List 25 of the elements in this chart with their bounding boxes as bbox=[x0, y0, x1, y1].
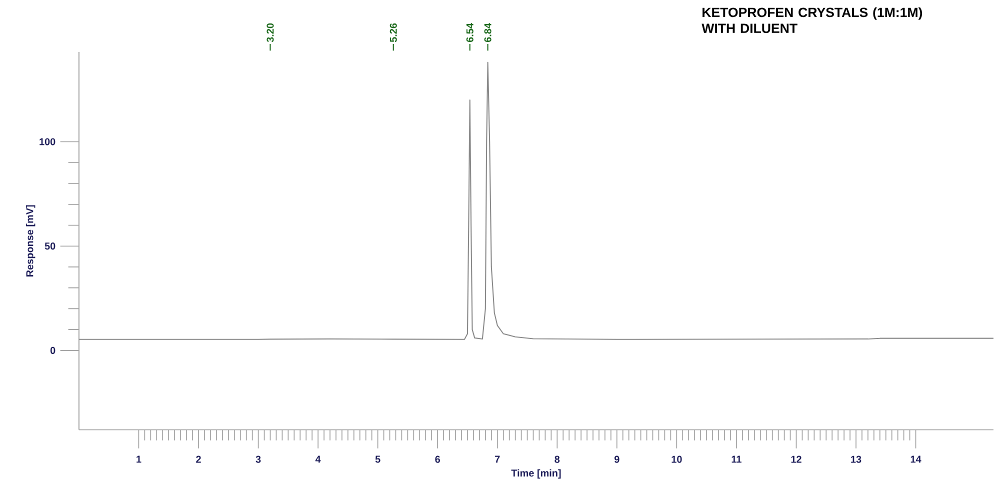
x-tick-label: 14 bbox=[910, 456, 922, 463]
x-axis-title: Time [min] bbox=[511, 469, 561, 479]
y-tick-label: 50 bbox=[44, 242, 56, 250]
x-tick-label: 11 bbox=[732, 456, 742, 463]
x-tick-label: 1 bbox=[136, 456, 142, 463]
ref-line-label: 3.20 bbox=[266, 24, 274, 42]
x-tick-label: 12 bbox=[791, 456, 802, 463]
ref-line-label: 6.54 bbox=[466, 23, 474, 42]
x-tick-label: 9 bbox=[614, 456, 620, 463]
x-tick-label: 5 bbox=[375, 456, 380, 463]
y-axis-title: Response [mV] bbox=[26, 205, 36, 277]
x-tick-label: 10 bbox=[672, 456, 682, 463]
x-tick-label: 7 bbox=[495, 456, 500, 463]
ref-line-label: 5.26 bbox=[390, 23, 397, 42]
x-tick-label: 13 bbox=[851, 456, 862, 463]
x-tick-label: 2 bbox=[196, 456, 201, 463]
x-tick-label: 3 bbox=[256, 456, 261, 463]
x-tick-label: 8 bbox=[554, 456, 560, 463]
x-tick-label: 6 bbox=[435, 456, 440, 463]
line-series bbox=[78, 62, 994, 340]
chart-title: KETOPROFEN CRYSTALS (1M:1M) WITH DILUENT bbox=[702, 7, 922, 34]
y-tick-label: 100 bbox=[40, 138, 56, 146]
x-tick-label: 4 bbox=[315, 456, 321, 463]
y-tick-label: 0 bbox=[50, 347, 56, 354]
ref-line-label: 6.84 bbox=[484, 23, 492, 42]
